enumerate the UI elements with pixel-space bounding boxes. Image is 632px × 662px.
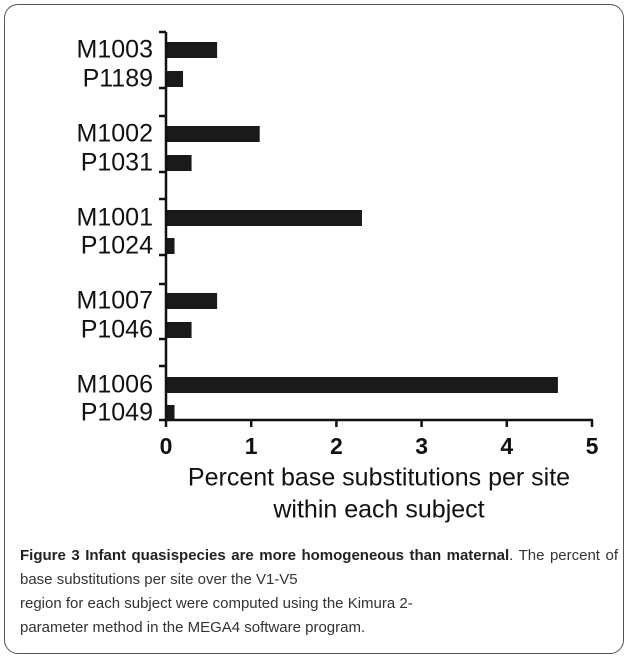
x-axis-title-line-1: Percent base substitutions per site [188, 464, 570, 492]
category-label-p1031: P1031 [81, 149, 153, 177]
bar-p1031 [166, 155, 192, 171]
category-label-p1046: P1046 [81, 316, 153, 344]
category-label-m1001: M1001 [77, 204, 153, 232]
caption-body-line-3: parameter method in the MEGA4 software p… [20, 619, 366, 636]
category-label-p1189: P1189 [83, 65, 153, 93]
x-tick-label-4: 4 [500, 433, 513, 459]
x-tick-label-5: 5 [586, 433, 599, 459]
category-label-p1024: P1024 [81, 232, 153, 260]
category-label-m1006: M1006 [77, 371, 153, 399]
category-label-m1002: M1002 [77, 120, 153, 148]
bars [166, 42, 558, 421]
figure-frame [4, 4, 624, 654]
bar-m1002 [166, 126, 260, 142]
bar-p1189 [166, 71, 184, 87]
x-axis-title-line-2: within each subject [272, 496, 484, 524]
bar-m1006 [166, 377, 558, 393]
x-tick-label-1: 1 [245, 433, 258, 459]
category-label-m1007: M1007 [77, 287, 153, 315]
bar-m1007 [166, 293, 218, 309]
figure-caption: Figure 3 Infant quasispecies are more ho… [20, 544, 618, 640]
x-axis-title: Percent base substitutions per site withi… [188, 464, 570, 524]
x-tick-label-2: 2 [330, 433, 343, 459]
caption-heading-end: . [509, 547, 514, 564]
caption-heading: Figure 3 Infant quasispecies are more ho… [20, 547, 510, 564]
bar-m1001 [166, 210, 362, 226]
x-tick-label-3: 3 [415, 433, 428, 459]
bar-m1003 [166, 42, 218, 58]
caption-body-line-1: The percent of base substitutions per si… [20, 547, 618, 588]
category-label-p1049: P1049 [81, 399, 153, 427]
bar-p1024 [166, 238, 175, 254]
bar-p1046 [166, 322, 192, 338]
caption-body-line-2: region for each subject were computed us… [20, 595, 413, 612]
axes: 0 1 2 3 4 5 [159, 30, 599, 459]
x-tick-label-0: 0 [160, 433, 173, 459]
category-label-m1003: M1003 [77, 36, 153, 64]
bar-p1049 [166, 405, 175, 421]
